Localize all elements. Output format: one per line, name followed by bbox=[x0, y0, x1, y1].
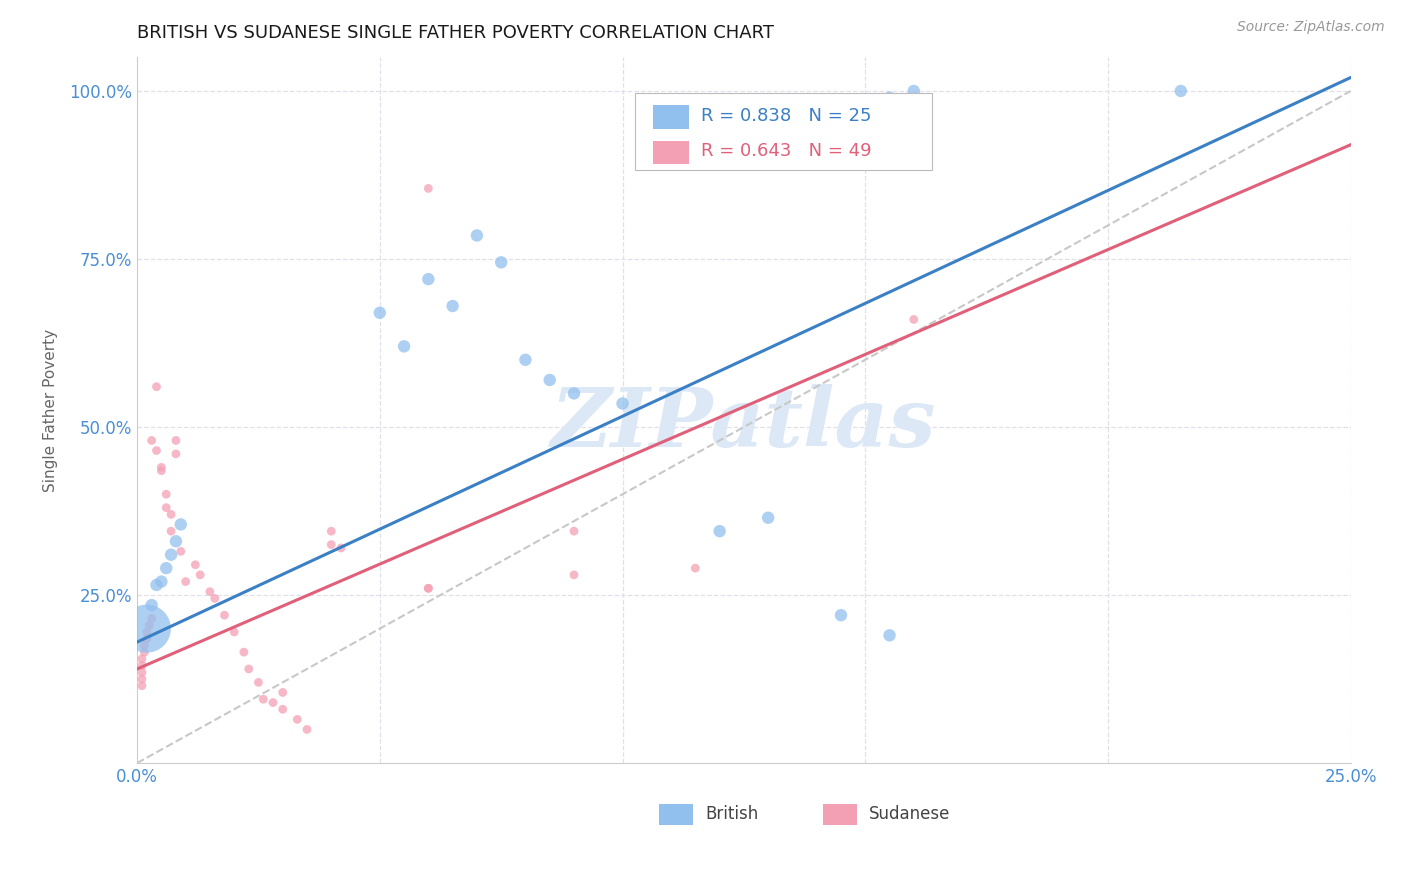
Point bbox=[330, 541, 353, 555]
Point bbox=[165, 534, 187, 549]
Point bbox=[879, 91, 901, 105]
Point bbox=[155, 561, 177, 575]
Point bbox=[135, 622, 157, 636]
Point bbox=[155, 500, 177, 515]
Point bbox=[224, 625, 246, 640]
Point bbox=[238, 662, 260, 676]
Point bbox=[131, 672, 153, 686]
Text: BRITISH VS SUDANESE SINGLE FATHER POVERTY CORRELATION CHART: BRITISH VS SUDANESE SINGLE FATHER POVERT… bbox=[138, 24, 775, 42]
Point bbox=[131, 658, 153, 673]
Point bbox=[165, 447, 187, 461]
Text: R = 0.838   N = 25: R = 0.838 N = 25 bbox=[702, 107, 872, 125]
Point bbox=[188, 567, 211, 582]
Point bbox=[321, 538, 343, 552]
Y-axis label: Single Father Poverty: Single Father Poverty bbox=[44, 328, 58, 491]
Point bbox=[756, 510, 779, 524]
Point bbox=[1170, 84, 1192, 98]
Point bbox=[418, 272, 440, 286]
Point bbox=[441, 299, 464, 313]
Point bbox=[138, 618, 160, 632]
Point bbox=[145, 379, 167, 393]
Point bbox=[204, 591, 226, 606]
Point bbox=[184, 558, 207, 572]
Point bbox=[685, 561, 707, 575]
Point bbox=[465, 228, 488, 243]
Point bbox=[903, 84, 925, 98]
Point bbox=[170, 544, 193, 558]
Point bbox=[150, 464, 173, 478]
Point bbox=[418, 582, 440, 596]
Text: Source: ZipAtlas.com: Source: ZipAtlas.com bbox=[1237, 20, 1385, 34]
Point bbox=[170, 517, 193, 532]
Point bbox=[368, 306, 391, 320]
Point bbox=[141, 598, 163, 612]
Text: British: British bbox=[704, 805, 758, 822]
Point bbox=[562, 386, 585, 401]
Point bbox=[295, 723, 318, 737]
Point bbox=[562, 524, 585, 538]
Point bbox=[150, 460, 173, 475]
Point bbox=[271, 685, 294, 699]
Point bbox=[145, 578, 167, 592]
Bar bbox=[652, 141, 689, 164]
Point bbox=[709, 524, 731, 538]
Point bbox=[135, 625, 157, 640]
Point bbox=[160, 508, 183, 522]
Point bbox=[135, 632, 157, 646]
Point bbox=[141, 434, 163, 448]
Text: Sudanese: Sudanese bbox=[869, 805, 950, 822]
Point bbox=[131, 652, 153, 666]
Point bbox=[285, 712, 308, 726]
Text: ZIPatlas: ZIPatlas bbox=[551, 384, 936, 465]
Point bbox=[321, 524, 343, 538]
Point bbox=[247, 675, 270, 690]
FancyBboxPatch shape bbox=[634, 93, 932, 170]
Point bbox=[562, 567, 585, 582]
Point bbox=[489, 255, 512, 269]
Point bbox=[612, 396, 634, 410]
Point bbox=[155, 487, 177, 501]
Text: R = 0.643   N = 49: R = 0.643 N = 49 bbox=[702, 142, 872, 161]
Point bbox=[165, 434, 187, 448]
Point bbox=[174, 574, 197, 589]
Point bbox=[160, 548, 183, 562]
Point bbox=[252, 692, 274, 706]
Point bbox=[198, 584, 221, 599]
Bar bbox=[652, 105, 689, 128]
Point bbox=[392, 339, 415, 353]
Point bbox=[131, 665, 153, 680]
Point bbox=[418, 582, 440, 596]
Point bbox=[134, 639, 156, 653]
Point bbox=[141, 611, 163, 625]
Point bbox=[134, 645, 156, 659]
Point bbox=[262, 696, 284, 710]
Point bbox=[515, 352, 537, 367]
Point bbox=[214, 608, 236, 623]
Bar bbox=[823, 804, 856, 825]
Point bbox=[538, 373, 561, 387]
Point bbox=[830, 608, 852, 623]
Point bbox=[271, 702, 294, 716]
Point bbox=[232, 645, 254, 659]
Bar bbox=[659, 804, 693, 825]
Point bbox=[903, 312, 925, 326]
Point bbox=[160, 524, 183, 538]
Point bbox=[418, 181, 440, 195]
Point bbox=[131, 679, 153, 693]
Point bbox=[145, 443, 167, 458]
Point bbox=[879, 628, 901, 642]
Point bbox=[150, 574, 173, 589]
